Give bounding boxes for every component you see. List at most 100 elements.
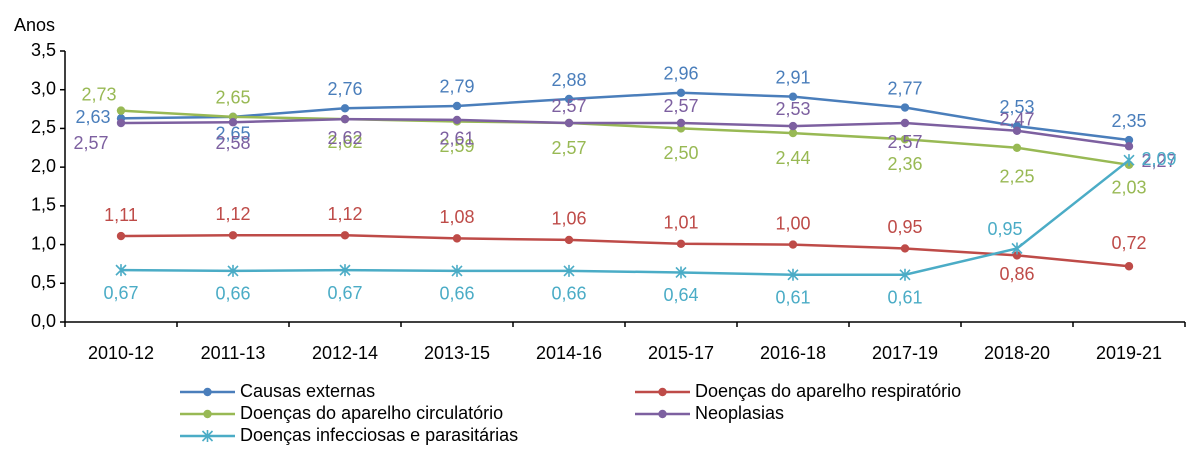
data-label: 1,12 <box>215 204 250 224</box>
data-label: 2,47 <box>999 110 1034 130</box>
data-label: 0,95 <box>887 217 922 237</box>
x-tick-label: 2019-21 <box>1096 343 1162 363</box>
x-tick-label: 2016-18 <box>760 343 826 363</box>
data-label: 0,61 <box>887 288 922 308</box>
y-tick-label: 3,0 <box>31 78 56 98</box>
series-line <box>120 109 1130 167</box>
marker <box>788 92 798 101</box>
data-label: 1,11 <box>104 205 138 225</box>
marker <box>676 239 686 248</box>
marker <box>1011 242 1023 255</box>
marker <box>676 88 686 98</box>
data-label: 0,86 <box>999 264 1034 284</box>
y-tick-label: 3,5 <box>31 40 56 60</box>
marker <box>116 118 126 128</box>
data-label: 2,62 <box>327 132 362 152</box>
data-label: 2,79 <box>439 77 474 97</box>
data-label: 2,73 <box>81 84 116 104</box>
data-label: 2,57 <box>551 96 586 116</box>
data-label: 2,88 <box>551 70 586 90</box>
x-tick-label: 2012-14 <box>312 343 378 363</box>
x-tick-label: 2010-12 <box>88 343 154 363</box>
marker <box>900 244 910 253</box>
marker <box>564 94 574 104</box>
marker <box>116 231 126 241</box>
data-label: 2,50 <box>663 143 698 163</box>
data-label: 2,65 <box>215 88 250 108</box>
marker <box>452 234 462 243</box>
marker <box>564 235 574 245</box>
data-label: 2,35 <box>1111 111 1146 131</box>
data-label: 1,06 <box>551 209 586 229</box>
data-label: 2,65 <box>215 124 250 144</box>
data-label: 0,64 <box>663 285 698 305</box>
marker <box>788 128 798 138</box>
marker <box>115 264 127 277</box>
data-label: 2,57 <box>663 96 698 116</box>
marker <box>788 121 798 131</box>
legend-label: Doenças do aparelho circulatório <box>240 403 503 423</box>
data-label: 2,36 <box>887 154 922 174</box>
marker <box>340 231 350 240</box>
data-label: 2,57 <box>887 132 922 152</box>
x-tick-label: 2013-15 <box>424 343 490 363</box>
marker <box>339 264 351 277</box>
marker <box>675 266 687 279</box>
marker <box>452 101 462 111</box>
marker <box>452 115 462 125</box>
data-label: 0,67 <box>327 283 362 303</box>
marker <box>658 409 667 419</box>
y-tick-label: 1,5 <box>31 195 56 215</box>
marker <box>227 264 239 277</box>
data-label: 2,62 <box>327 128 362 148</box>
marker <box>900 118 910 128</box>
marker <box>203 387 212 397</box>
data-label: 0,66 <box>551 284 586 304</box>
x-tick-label: 2011-13 <box>201 343 266 363</box>
data-label: 1,12 <box>327 204 362 224</box>
marker <box>1012 143 1022 152</box>
marker <box>1012 126 1022 135</box>
marker <box>340 114 350 124</box>
data-label: 0,67 <box>103 283 138 303</box>
data-label: 2,96 <box>663 64 698 84</box>
data-label: 0,72 <box>1111 233 1146 253</box>
marker <box>451 264 463 277</box>
marker <box>899 268 911 281</box>
marker <box>228 231 238 240</box>
marker <box>788 240 798 249</box>
data-label: 2,27 <box>1141 151 1176 171</box>
data-label: 2,53 <box>775 99 810 119</box>
y-tick-label: 2,0 <box>31 156 56 176</box>
data-label: 0,95 <box>987 219 1022 239</box>
x-tick-label: 2018-20 <box>984 343 1050 363</box>
legend-label: Causas externas <box>240 381 375 401</box>
y-axis-label: Anos <box>14 15 55 35</box>
marker <box>203 409 212 419</box>
series-line <box>120 234 1130 268</box>
data-label: 2,76 <box>327 79 362 99</box>
marker <box>1124 142 1134 151</box>
data-label: 0,66 <box>439 284 474 304</box>
data-label: 2,57 <box>551 138 586 158</box>
data-label: 2,77 <box>887 78 922 98</box>
legend-label: Doenças infecciosas e parasitárias <box>240 425 518 445</box>
x-tick-label: 2017-19 <box>872 343 938 363</box>
data-label: 1,01 <box>663 213 698 233</box>
x-tick-label: 2014-16 <box>536 343 602 363</box>
data-label: 2,63 <box>75 107 110 127</box>
marker <box>340 104 350 113</box>
data-label: 0,61 <box>775 288 810 308</box>
marker <box>228 118 238 127</box>
data-label: 2,58 <box>215 133 250 153</box>
marker <box>658 387 667 397</box>
marker <box>1012 251 1022 260</box>
marker <box>201 430 214 442</box>
marker <box>1123 154 1135 167</box>
data-label: 1,00 <box>775 213 810 233</box>
marker <box>787 268 799 281</box>
legend-label: Neoplasias <box>695 403 784 423</box>
marker <box>900 135 910 144</box>
data-label: 2,53 <box>999 97 1034 117</box>
